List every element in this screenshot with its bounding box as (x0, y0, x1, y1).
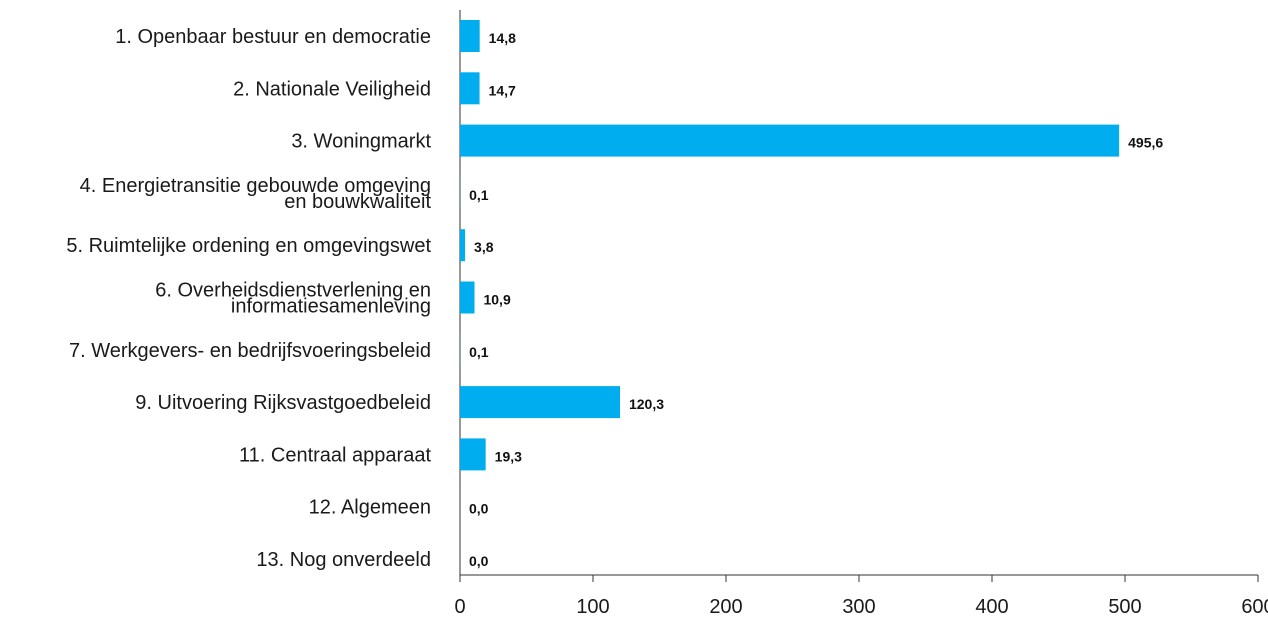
data-label: 495,6 (1128, 135, 1163, 151)
x-tick-label: 200 (709, 596, 742, 618)
x-tick-label: 400 (975, 596, 1008, 618)
x-tick-label: 100 (576, 596, 609, 618)
category-label: 3. Woningmarkt (291, 131, 431, 153)
data-label: 14,8 (489, 30, 516, 46)
data-label: 0,1 (469, 187, 489, 203)
bar (460, 72, 480, 105)
data-label: 120,3 (629, 396, 664, 412)
bar (460, 386, 620, 419)
x-tick-label: 600 (1241, 596, 1268, 618)
category-label: 9. Uitvoering Rijksvastgoedbeleid (135, 392, 431, 414)
bar (460, 20, 480, 52)
data-label: 14,7 (489, 82, 516, 98)
category-label: 4. Energietransitie gebouwde omgeving en … (80, 175, 432, 213)
data-label: 0,1 (469, 344, 489, 360)
data-label: 19,3 (495, 448, 522, 464)
category-label: 7. Werkgevers- en bedrijfsvoeringsbeleid (69, 340, 431, 362)
category-label: 1. Openbaar bestuur en democratie (115, 26, 431, 48)
x-tick-label: 0 (454, 596, 465, 618)
bar (460, 438, 486, 471)
x-tick-label: 300 (842, 596, 875, 618)
category-label: 12. Algemeen (309, 497, 431, 519)
bar (460, 281, 475, 314)
category-label: 6. Overheidsdienstverlening en informatie… (155, 280, 431, 318)
category-label: 11. Centraal apparaat (239, 444, 431, 466)
category-label: 2. Nationale Veiligheid (233, 78, 431, 100)
data-label: 0,0 (469, 553, 489, 569)
bar (460, 124, 1120, 157)
data-label: 10,9 (483, 292, 510, 308)
data-label: 3,8 (474, 239, 494, 255)
data-label: 0,0 (469, 501, 489, 517)
category-label: 13. Nog onverdeeld (256, 549, 431, 571)
category-label: 5. Ruimtelijke ordening en omgevingswet (66, 235, 431, 257)
bar (460, 229, 466, 262)
x-tick-label: 500 (1108, 596, 1141, 618)
